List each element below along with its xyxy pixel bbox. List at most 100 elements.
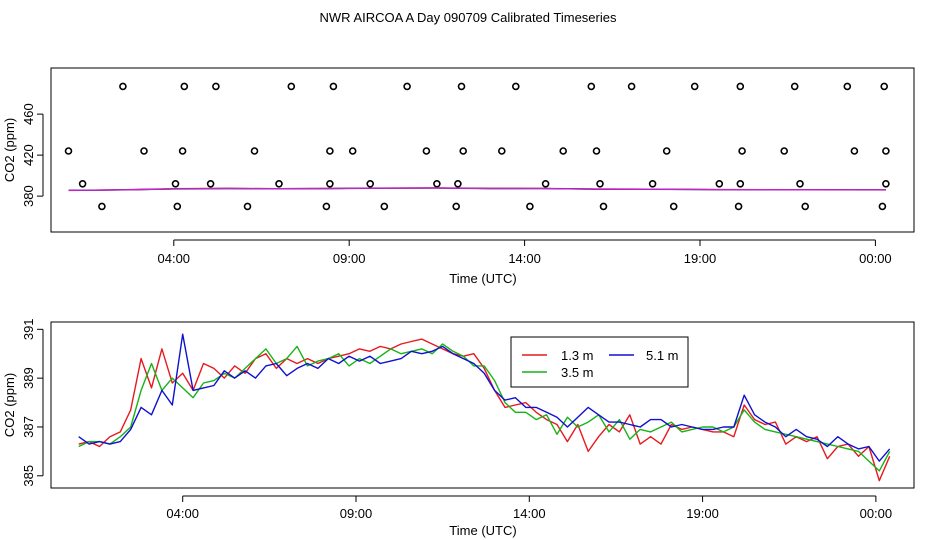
calibration-point [736, 180, 745, 188]
calibration-point [454, 180, 462, 188]
calibration-point [526, 202, 534, 211]
calibration-point [250, 147, 259, 155]
calibration-point [880, 82, 889, 91]
calibration-point [140, 147, 148, 155]
calibration-point [882, 180, 890, 188]
calibration-point [180, 82, 189, 91]
co2-by-height-panel: 04:00 09:00 14:00 19:00 00:00 385 387 389 391 T… [2, 318, 915, 538]
calibration-point [366, 180, 375, 188]
calibration-point [648, 180, 657, 188]
x-tick-label: 09:00 [340, 506, 373, 521]
y-tick-label: 385 [21, 465, 36, 487]
y-axis: 380 420 460 [21, 103, 44, 207]
calibration-point [459, 147, 468, 155]
calibration-point [736, 82, 745, 91]
calibration-point [559, 147, 568, 155]
legend-label-1-3m: 1.3 m [561, 348, 594, 363]
calibration-point [738, 147, 746, 155]
legend: 1.3 m 5.1 m 3.5 m [510, 336, 689, 388]
x-axis-label: Time (UTC) [449, 523, 516, 538]
calibration-point [348, 147, 357, 155]
y-axis: 385 387 389 391 [21, 318, 44, 487]
calibration-point [457, 82, 466, 91]
calibration-point [627, 82, 636, 91]
x-tick-label: 19:00 [686, 506, 719, 521]
calibration-point [275, 180, 283, 188]
calibration-point [734, 202, 743, 211]
x-axis: 04:00 09:00 14:00 19:00 00:00 [166, 495, 893, 521]
calibration-point [878, 202, 887, 211]
calibration-point [78, 180, 87, 188]
legend-label-3-5m: 3.5 m [561, 365, 594, 380]
calibration-point [497, 147, 506, 155]
calibration-point [403, 82, 411, 91]
calibration-point [599, 202, 608, 211]
figure-title: NWR AIRCOA A Day 090709 Calibrated Times… [320, 10, 617, 25]
calibration-point [452, 202, 461, 211]
plot-frame [50, 67, 915, 233]
calibration-point [380, 202, 389, 211]
calibration-point [119, 82, 127, 91]
calibration-point [541, 180, 550, 188]
calibration-point [669, 202, 678, 211]
x-tick-label: 19:00 [684, 251, 717, 266]
y-axis-label: CO2 (ppm) [2, 373, 17, 437]
x-tick-label: 00:00 [859, 251, 892, 266]
calibration-point [212, 82, 220, 91]
calibration-point [596, 180, 604, 188]
x-tick-label: 04:00 [166, 506, 199, 521]
x-tick-label: 14:00 [508, 251, 541, 266]
x-tick-label: 00:00 [860, 506, 893, 521]
calibrated-timeseries-panel: 04:00 09:00 14:00 19:00 00:00 380 420 460 Time… [2, 67, 915, 286]
calibration-point [715, 180, 724, 188]
calibration-point [690, 82, 699, 91]
calibration-point [206, 180, 215, 188]
y-tick-label: 389 [21, 367, 36, 389]
calibration-point [98, 202, 106, 211]
calibration-point [433, 180, 441, 188]
y-tick-label: 420 [21, 144, 36, 166]
calibration-point [243, 202, 252, 211]
calibration-point [326, 180, 334, 188]
legend-label-5-1m: 5.1 m [646, 348, 679, 363]
calibration-point [287, 82, 296, 91]
calibration-point [801, 202, 810, 211]
x-tick-label: 14:00 [513, 506, 546, 521]
y-axis-label: CO2 (ppm) [2, 118, 17, 182]
y-tick-label: 391 [21, 318, 36, 340]
series-lines [68, 187, 886, 192]
calibration-points [64, 82, 890, 211]
calibration-point [662, 147, 671, 155]
calibration-point [511, 82, 520, 91]
x-tick-label: 04:00 [158, 251, 191, 266]
calibration-point [843, 82, 852, 91]
series-line-mean [68, 187, 886, 192]
calibration-point [422, 147, 431, 155]
x-axis-label: Time (UTC) [449, 271, 516, 286]
calibration-point [796, 180, 804, 188]
series-line-1-3-m [78, 338, 891, 482]
calibration-point [592, 147, 601, 155]
calibration-point [882, 147, 890, 155]
x-tick-label: 09:00 [333, 251, 366, 266]
legend-box [510, 336, 689, 388]
calibration-point [171, 180, 180, 188]
series-lines [78, 333, 891, 482]
calibration-point [329, 82, 338, 91]
y-tick-label: 460 [21, 103, 36, 125]
series-line-3-5-m [78, 343, 891, 472]
series-line-5-1-m [78, 333, 891, 462]
y-tick-label: 387 [21, 416, 36, 438]
calibration-point [850, 147, 859, 155]
plot-frame [50, 321, 915, 489]
calibration-point [780, 147, 789, 155]
x-axis: 04:00 09:00 14:00 19:00 00:00 [158, 239, 892, 266]
calibration-point [64, 147, 73, 155]
calibration-point [587, 82, 596, 91]
calibration-point [326, 147, 334, 155]
calibration-point [790, 82, 799, 91]
calibration-point [322, 202, 331, 211]
calibration-point [178, 147, 187, 155]
y-tick-label: 380 [21, 185, 36, 207]
